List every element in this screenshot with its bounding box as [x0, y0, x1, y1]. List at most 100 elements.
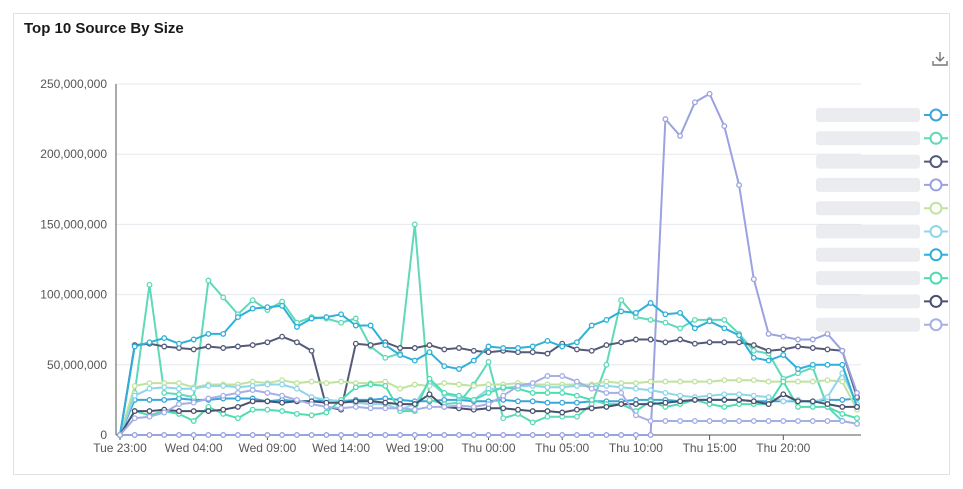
legend-item	[816, 201, 948, 216]
data-point	[176, 391, 182, 398]
data-point	[485, 349, 492, 356]
data-point	[677, 398, 684, 405]
data-point	[470, 403, 477, 410]
data-point	[573, 378, 580, 385]
x-tick-label: Wed 14:00	[312, 441, 370, 455]
x-tick-label: Thu 15:00	[683, 441, 737, 455]
legend-label-blurred	[816, 224, 920, 239]
data-point	[279, 302, 286, 309]
data-point	[515, 382, 521, 389]
data-point	[441, 389, 448, 396]
data-point	[618, 389, 625, 396]
data-point	[677, 418, 684, 424]
y-tick-label: 150,000,000	[40, 217, 107, 231]
data-point	[161, 335, 168, 342]
data-point	[677, 309, 684, 316]
legend-swatch-marker	[929, 178, 943, 192]
data-point	[411, 432, 418, 438]
data-point	[500, 345, 507, 351]
data-point	[308, 378, 315, 385]
data-point	[323, 409, 330, 416]
legend-item	[816, 247, 948, 262]
data-point	[618, 308, 625, 315]
data-point	[161, 389, 168, 396]
data-point	[205, 408, 212, 415]
data-point	[721, 396, 728, 403]
series-group	[117, 90, 860, 438]
data-point	[573, 413, 580, 420]
x-tick-label: Thu 20:00	[756, 441, 810, 455]
data-point	[249, 398, 256, 405]
data-point	[839, 418, 846, 424]
data-point	[632, 412, 639, 419]
data-point	[382, 354, 389, 361]
data-point	[559, 343, 566, 350]
data-point	[485, 389, 492, 396]
data-point	[176, 432, 182, 438]
data-point	[131, 408, 138, 415]
data-point	[293, 410, 300, 417]
data-point	[352, 384, 359, 391]
data-point	[411, 381, 418, 388]
x-tick-label: Thu 00:00	[461, 441, 515, 455]
data-point	[426, 342, 433, 349]
data-point	[234, 389, 241, 396]
data-point	[190, 346, 197, 353]
data-point	[529, 398, 536, 405]
data-point	[750, 377, 757, 384]
data-point	[441, 380, 448, 387]
data-point	[691, 99, 698, 106]
data-point	[706, 396, 713, 403]
data-point	[765, 394, 772, 401]
data-point	[456, 345, 462, 351]
data-point	[146, 281, 153, 288]
data-point	[367, 342, 374, 349]
data-point	[691, 316, 698, 323]
data-point	[146, 385, 153, 392]
data-point	[190, 385, 197, 392]
data-point	[293, 396, 300, 403]
download-icon[interactable]	[931, 50, 949, 68]
data-point	[264, 406, 271, 413]
data-point	[220, 406, 227, 413]
data-point	[176, 408, 182, 415]
data-point	[824, 361, 831, 368]
data-point	[308, 347, 315, 354]
data-point	[146, 408, 153, 415]
data-point	[308, 315, 315, 322]
data-point	[279, 408, 286, 415]
data-point	[456, 366, 462, 372]
data-point	[234, 403, 241, 410]
data-point	[352, 315, 359, 322]
data-point	[736, 377, 743, 384]
data-point	[279, 392, 286, 399]
data-point	[573, 339, 580, 346]
data-point	[721, 339, 728, 346]
data-point	[736, 391, 743, 398]
data-point	[529, 432, 536, 438]
data-point	[264, 432, 271, 438]
data-point	[411, 221, 418, 228]
data-point	[190, 394, 197, 401]
series-4	[117, 90, 860, 438]
data-point	[824, 330, 831, 337]
data-point	[588, 405, 595, 412]
data-point	[117, 432, 123, 438]
data-point	[544, 337, 551, 344]
data-point	[470, 347, 477, 354]
data-point	[706, 378, 713, 385]
data-point	[721, 325, 728, 332]
legend-label-blurred	[816, 131, 920, 146]
legend	[816, 108, 948, 332]
data-point	[721, 391, 728, 398]
data-point	[559, 384, 566, 391]
data-point	[441, 432, 448, 438]
data-point	[293, 380, 300, 387]
data-point	[721, 316, 728, 323]
legend-item	[816, 154, 948, 169]
series-7	[117, 300, 860, 438]
data-point	[603, 382, 610, 389]
legend-item	[816, 271, 948, 286]
legend-label-blurred	[816, 154, 920, 169]
data-point	[397, 385, 404, 392]
